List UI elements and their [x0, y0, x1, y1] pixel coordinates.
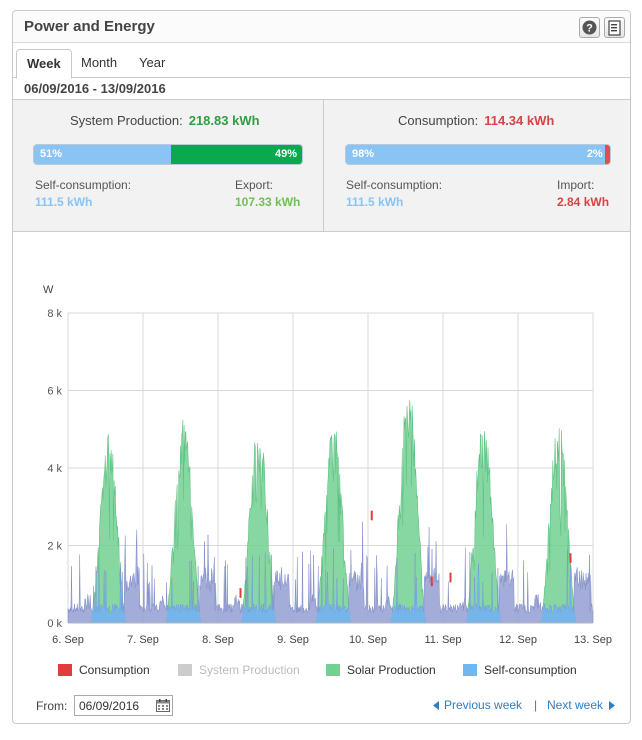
production-export-pct: 49%	[274, 148, 297, 160]
panel-title: Power and Energy	[24, 18, 155, 35]
x-tick-label: 7. Sep	[127, 634, 159, 646]
x-tick-label: 6. Sep	[52, 634, 84, 646]
y-tick-label: 0 k	[47, 618, 62, 630]
y-tick-label: 4 k	[47, 463, 62, 475]
import-value: 2.84 kWh	[557, 195, 610, 209]
period-tabs: Week Month Year	[13, 43, 630, 79]
consumption-self-label: Self-consumption:	[346, 178, 443, 192]
help-button[interactable]: ?	[579, 17, 600, 38]
consumption-bar: 98% 2%	[345, 144, 611, 165]
legend-label: Solar Production	[347, 663, 436, 677]
export-button[interactable]	[604, 17, 625, 38]
chart-footer: From: Previous week | Next week	[13, 691, 630, 721]
legend-swatch	[178, 664, 192, 676]
y-axis-label: W	[43, 284, 54, 296]
consumption-self-pct: 98%	[352, 148, 375, 160]
x-tick-label: 8. Sep	[202, 634, 234, 646]
consumption-label: Consumption:	[398, 113, 479, 128]
chevron-right-icon	[609, 701, 615, 710]
x-tick-label: 10. Sep	[349, 634, 387, 646]
production-self-segment: 51%	[34, 145, 171, 164]
production-title: System Production: 218.83 kWh	[70, 113, 260, 128]
svg-text:?: ?	[586, 23, 593, 35]
consumption-summary: Consumption: 114.34 kWh 98% 2% Self-consum…	[324, 100, 630, 231]
production-self-value: 111.5 kWh	[35, 195, 93, 209]
y-tick-label: 8 k	[47, 308, 62, 320]
production-export-segment: 49%	[170, 145, 302, 164]
power-energy-panel: Power and Energy ? Week Month Year 06/09…	[12, 10, 631, 724]
summary-divider	[323, 100, 324, 231]
nav-separator: |	[534, 698, 538, 712]
power-chart: 0 k 2 k 4 k 6 k 8 k 6. Sep 7. Sep 8. Sep 9. Sep 1…	[13, 233, 630, 679]
production-bar: 51% 49%	[33, 144, 303, 165]
legend-swatch	[463, 664, 477, 676]
production-label: System Production:	[70, 113, 183, 128]
chevron-left-icon	[433, 701, 439, 710]
panel-header: Power and Energy ?	[13, 11, 630, 43]
production-self-label: Self-consumption:	[35, 178, 132, 192]
from-label: From:	[36, 699, 68, 713]
previous-week-link[interactable]: Previous week	[444, 698, 523, 712]
power-chart-svg: 0 k 2 k 4 k 6 k 8 k 6. Sep 7. Sep 8. Sep 9. Sep 1…	[43, 284, 612, 677]
help-icon: ?	[582, 20, 597, 35]
tab-week[interactable]: Week	[16, 49, 72, 79]
tab-year[interactable]: Year	[139, 55, 166, 70]
calendar-icon[interactable]	[156, 699, 170, 712]
consumption-import-segment	[604, 145, 610, 164]
x-tick-label: 11. Sep	[424, 634, 461, 646]
tab-month[interactable]: Month	[81, 55, 118, 70]
consumption-value: 114.34 kWh	[484, 113, 555, 128]
x-tick-label: 13. Sep	[574, 634, 612, 646]
self-consumption-area	[68, 548, 593, 623]
import-label: Import:	[557, 178, 595, 192]
energy-summary: System Production: 218.83 kWh 51% 49% Sel…	[13, 99, 630, 232]
y-tick-label: 6 k	[47, 386, 62, 398]
x-tick-label: 9. Sep	[277, 634, 309, 646]
production-value: 218.83 kWh	[188, 113, 260, 128]
legend-label: System Production	[199, 663, 300, 677]
production-self-pct: 51%	[40, 148, 63, 160]
consumption-title: Consumption: 114.34 kWh	[398, 113, 554, 128]
consumption-import-pct: 2%	[586, 148, 603, 160]
export-label: Export:	[235, 178, 274, 192]
export-value: 107.33 kWh	[235, 195, 301, 209]
from-date-input[interactable]	[74, 695, 173, 716]
consumption-self-value: 111.5 kWh	[346, 195, 404, 209]
legend-label: Consumption	[79, 663, 150, 677]
next-week-link[interactable]: Next week	[547, 698, 604, 712]
legend-label: Self-consumption	[484, 663, 577, 677]
legend-swatch	[326, 664, 340, 676]
y-tick-label: 2 k	[47, 541, 62, 553]
legend-swatch	[58, 664, 72, 676]
export-icon	[607, 19, 621, 36]
date-range: 06/09/2016 - 13/09/2016	[24, 81, 166, 96]
consumption-self-segment: 98% 2%	[346, 145, 605, 164]
production-summary: System Production: 218.83 kWh 51% 49% Sel…	[13, 100, 323, 231]
x-tick-label: 12. Sep	[499, 634, 537, 646]
